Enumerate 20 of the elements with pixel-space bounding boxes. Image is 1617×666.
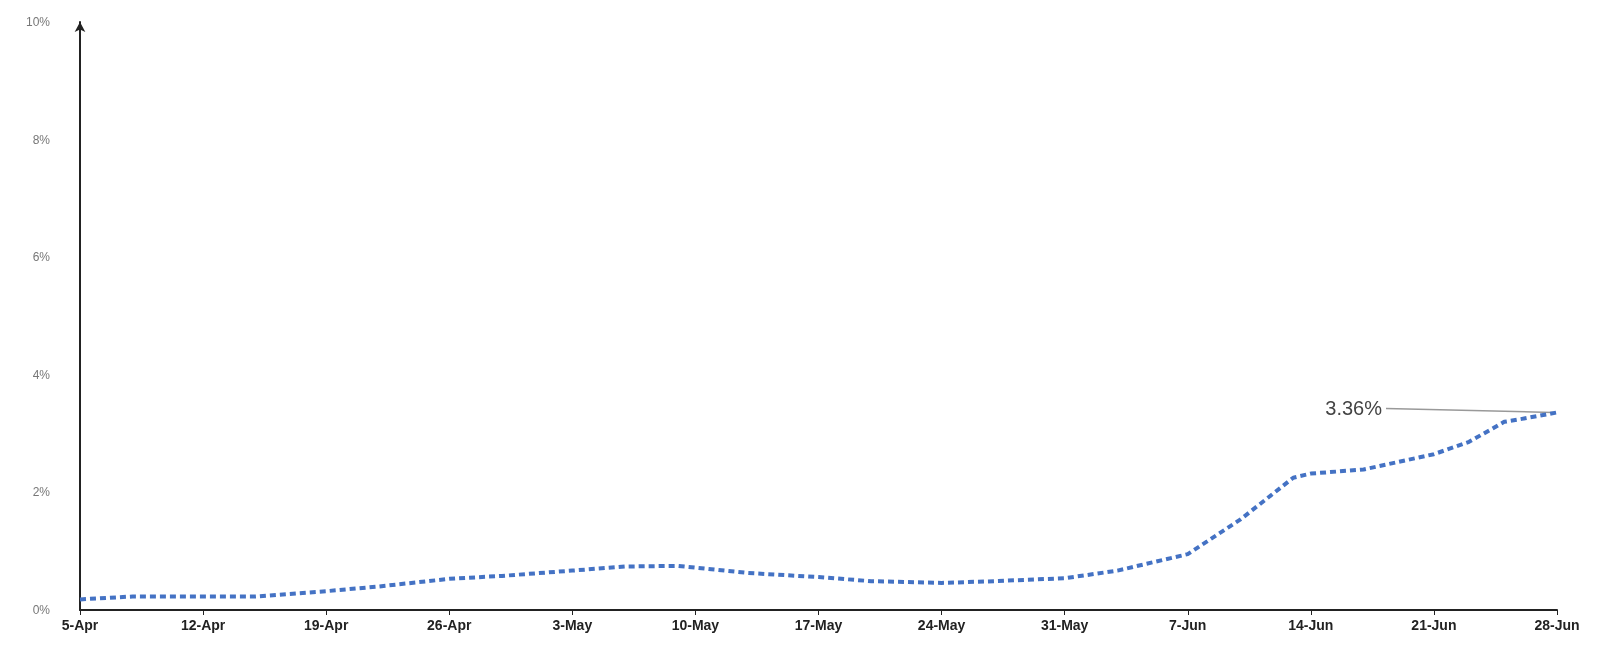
- y-tick-label: 4%: [32, 367, 51, 382]
- x-tick-label: 7-Jun: [1169, 617, 1207, 633]
- x-tick-label: 19-Apr: [303, 617, 349, 633]
- y-tick-label: 6%: [32, 250, 51, 265]
- x-tick-label: 28-Jun: [1534, 617, 1580, 633]
- x-tick-label: 12-Apr: [180, 617, 226, 633]
- y-tick-label: 0%: [32, 603, 51, 617]
- y-tick-label: 8%: [32, 132, 51, 147]
- annotation: 3.36%: [1325, 397, 1383, 420]
- x-tick-label: 26-Apr: [427, 617, 472, 633]
- y-tick-label: 2%: [32, 485, 51, 500]
- x-tick-label: 17-May: [794, 617, 843, 633]
- x-tick-label: 14-Jun: [1288, 617, 1334, 633]
- x-tick-label: 24-May: [917, 617, 966, 633]
- x-tick-label: 31-May: [1040, 617, 1089, 633]
- x-tick-label: 3-May: [552, 617, 593, 633]
- x-tick-label: 21-Jun: [1411, 617, 1457, 633]
- x-tick-label: 5-Apr: [61, 617, 99, 633]
- y-tick-label: 10%: [25, 15, 51, 29]
- x-tick-label: 10-May: [671, 617, 720, 633]
